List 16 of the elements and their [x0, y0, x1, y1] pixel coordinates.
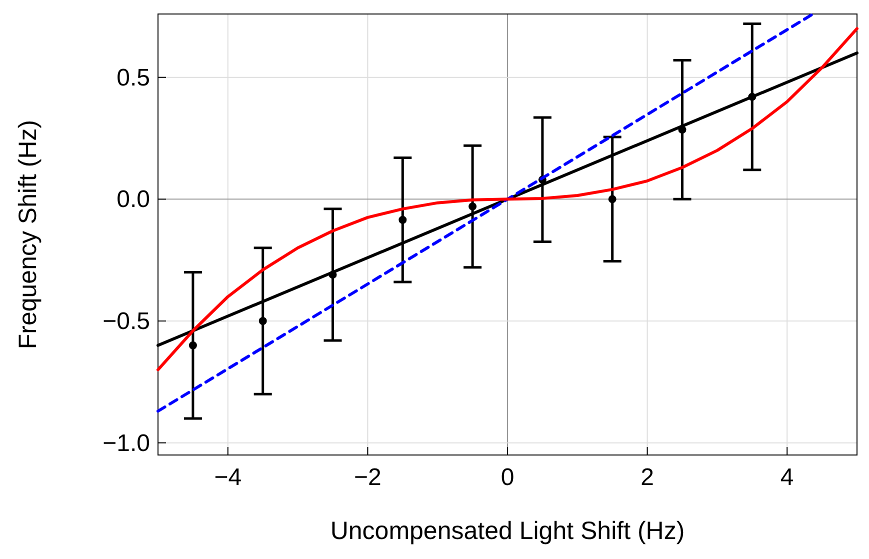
- point: [398, 216, 407, 224]
- y-tick-label: −0.5: [102, 308, 150, 335]
- point: [608, 195, 616, 204]
- x-tick-label: 4: [780, 464, 794, 491]
- point: [468, 202, 477, 210]
- x-axis-title: Uncompensated Light Shift (Hz): [330, 517, 685, 545]
- x-tick-label: −4: [214, 464, 242, 491]
- point: [188, 341, 197, 350]
- x-tick-label: 0: [500, 464, 514, 491]
- y-tick-label: −1.0: [102, 430, 150, 457]
- point: [258, 316, 267, 325]
- y-axis-title: Frequency Shift (Hz): [14, 120, 42, 350]
- x-tick-label: 2: [640, 464, 654, 491]
- y-tick-label: 0.5: [116, 64, 150, 92]
- y-tick-label: 0.0: [116, 186, 150, 214]
- x-tick-label: −2: [354, 464, 382, 491]
